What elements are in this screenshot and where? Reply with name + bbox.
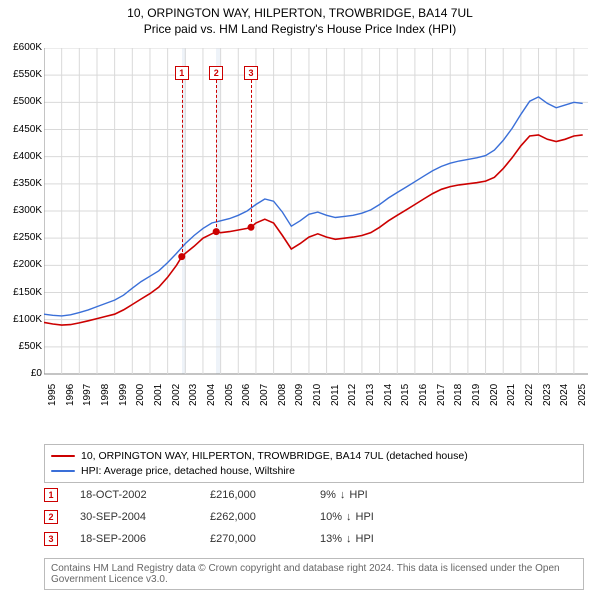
y-tick-label: £100K (2, 314, 42, 325)
x-tick-label: 2024 (559, 384, 570, 406)
attribution-box: Contains HM Land Registry data © Crown c… (44, 558, 584, 590)
x-tick-label: 2004 (206, 384, 217, 406)
sale-price: £270,000 (210, 533, 320, 545)
x-tick-label: 2006 (241, 384, 252, 406)
x-tick-label: 2012 (347, 384, 358, 406)
legend-box: 10, ORPINGTON WAY, HILPERTON, TROWBRIDGE… (44, 444, 584, 483)
sale-date: 18-SEP-2006 (80, 533, 210, 545)
title-line-1: 10, ORPINGTON WAY, HILPERTON, TROWBRIDGE… (0, 6, 600, 22)
legend-swatch (51, 455, 75, 457)
sale-hpi-pct: 9% (320, 489, 336, 501)
sale-hpi: 9% ↓ HPI (320, 489, 368, 501)
y-tick-label: £450K (2, 124, 42, 135)
sale-row-marker: 2 (44, 510, 58, 524)
sale-hpi-label: HPI (356, 533, 374, 545)
sale-price: £262,000 (210, 511, 320, 523)
y-tick-label: £200K (2, 259, 42, 270)
sale-hpi: 10% ↓ HPI (320, 511, 374, 523)
x-tick-label: 2019 (471, 384, 482, 406)
legend-label: HPI: Average price, detached house, Wilt… (81, 464, 295, 479)
y-tick-label: £150K (2, 287, 42, 298)
sale-row: 3 18-SEP-2006£270,00013% ↓ HPI (44, 532, 584, 546)
sale-marker-line (216, 80, 217, 232)
legend-row: 10, ORPINGTON WAY, HILPERTON, TROWBRIDGE… (51, 449, 577, 464)
sale-row-marker: 3 (44, 532, 58, 546)
y-tick-label: £0 (2, 368, 42, 379)
y-tick-label: £400K (2, 151, 42, 162)
sale-marker-box: 2 (209, 66, 223, 80)
x-tick-label: 2002 (171, 384, 182, 406)
x-tick-label: 2015 (400, 384, 411, 406)
chart-area: £0£50K£100K£150K£200K£250K£300K£350K£400… (44, 48, 588, 408)
x-tick-label: 2009 (294, 384, 305, 406)
legend-label: 10, ORPINGTON WAY, HILPERTON, TROWBRIDGE… (81, 449, 468, 464)
series-property (44, 135, 583, 325)
sale-row: 1 18-OCT-2002£216,0009% ↓ HPI (44, 488, 584, 502)
sale-marker-line (182, 80, 183, 257)
sale-marker-box: 3 (244, 66, 258, 80)
y-tick-label: £300K (2, 205, 42, 216)
x-tick-label: 2005 (224, 384, 235, 406)
down-arrow-icon: ↓ (346, 511, 352, 523)
x-tick-label: 1998 (100, 384, 111, 406)
legend-swatch (51, 470, 75, 472)
chart-svg (44, 48, 588, 408)
sale-row-marker: 1 (44, 488, 58, 502)
x-tick-label: 2001 (153, 384, 164, 406)
down-arrow-icon: ↓ (346, 533, 352, 545)
sale-marker-box: 1 (175, 66, 189, 80)
y-tick-label: £550K (2, 69, 42, 80)
x-tick-label: 1996 (65, 384, 76, 406)
x-tick-label: 2013 (365, 384, 376, 406)
sale-hpi-pct: 13% (320, 533, 342, 545)
x-tick-label: 2007 (259, 384, 270, 406)
sale-date: 18-OCT-2002 (80, 489, 210, 501)
x-tick-label: 2025 (577, 384, 588, 406)
y-tick-label: £50K (2, 341, 42, 352)
y-tick-label: £600K (2, 42, 42, 53)
sale-price: £216,000 (210, 489, 320, 501)
chart-title-block: 10, ORPINGTON WAY, HILPERTON, TROWBRIDGE… (0, 0, 600, 39)
x-tick-label: 2008 (277, 384, 288, 406)
x-tick-label: 2011 (330, 384, 341, 406)
x-tick-label: 2000 (135, 384, 146, 406)
x-tick-label: 1995 (47, 384, 58, 406)
x-tick-label: 2020 (489, 384, 500, 406)
y-tick-label: £350K (2, 178, 42, 189)
sale-hpi-label: HPI (349, 489, 367, 501)
sale-row: 2 30-SEP-2004£262,00010% ↓ HPI (44, 510, 584, 524)
x-tick-label: 2003 (188, 384, 199, 406)
sale-date: 30-SEP-2004 (80, 511, 210, 523)
legend-row: HPI: Average price, detached house, Wilt… (51, 464, 577, 479)
x-tick-label: 1999 (118, 384, 129, 406)
x-tick-label: 2010 (312, 384, 323, 406)
x-tick-label: 2023 (542, 384, 553, 406)
down-arrow-icon: ↓ (340, 489, 346, 501)
attribution-text: Contains HM Land Registry data © Crown c… (51, 563, 560, 585)
x-tick-label: 2014 (383, 384, 394, 406)
x-tick-label: 1997 (82, 384, 93, 406)
x-tick-label: 2022 (524, 384, 535, 406)
x-tick-label: 2017 (436, 384, 447, 406)
y-tick-label: £250K (2, 232, 42, 243)
title-line-2: Price paid vs. HM Land Registry's House … (0, 22, 600, 38)
x-tick-label: 2021 (506, 384, 517, 406)
sale-marker-line (251, 80, 252, 227)
x-tick-label: 2016 (418, 384, 429, 406)
y-tick-label: £500K (2, 96, 42, 107)
sale-hpi-pct: 10% (320, 511, 342, 523)
sale-hpi-label: HPI (356, 511, 374, 523)
sale-hpi: 13% ↓ HPI (320, 533, 374, 545)
x-tick-label: 2018 (453, 384, 464, 406)
